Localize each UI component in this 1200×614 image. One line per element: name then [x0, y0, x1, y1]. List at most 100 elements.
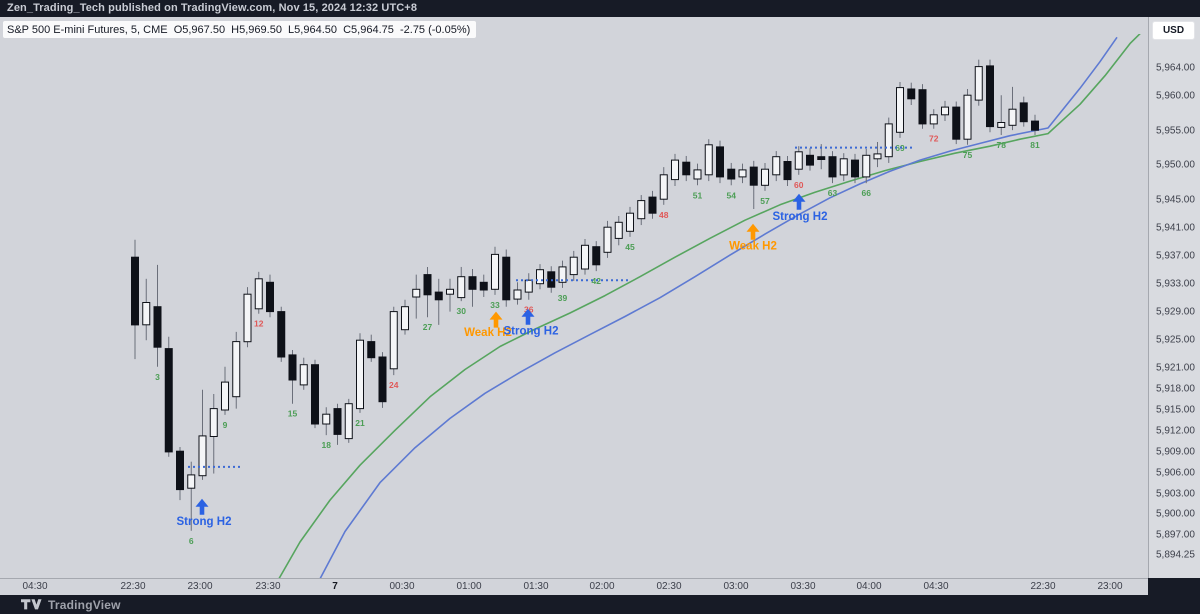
bar-count-label: 15	[288, 409, 298, 419]
bull-candle	[524, 279, 533, 293]
bar-count-label: 27	[423, 322, 433, 332]
legend-text: S&P 500 E-mini Futures, 5, CME O5,967.50…	[7, 23, 471, 36]
bull-candle	[142, 302, 151, 326]
bar-count-label: 75	[963, 150, 973, 160]
tradingview-link[interactable]: TradingView	[21, 598, 121, 612]
bar-count-label: 78	[997, 140, 1007, 150]
symbol-legend: S&P 500 E-mini Futures, 5, CME O5,967.50…	[3, 21, 477, 38]
bear-candle	[153, 306, 162, 348]
price-axis-label: 5,955.00	[1156, 125, 1195, 137]
time-axis-label: 23:00	[1097, 581, 1123, 592]
price-axis-label: 5,960.00	[1156, 90, 1195, 102]
bull-candle	[581, 244, 589, 270]
bear-candle	[468, 276, 477, 290]
bull-candle	[761, 168, 769, 186]
bull-candle	[221, 381, 229, 411]
bear-candle	[423, 274, 432, 296]
bear-candle	[783, 161, 792, 181]
bull-candle	[614, 221, 623, 239]
candlestick-chart: 3691215182124273033363942454851545760636…	[131, 34, 1141, 595]
bull-candle	[389, 311, 398, 370]
bull-candle	[356, 339, 364, 410]
bear-candle	[749, 166, 758, 186]
bar-count-label: 18	[322, 440, 332, 450]
ma-green	[268, 34, 1141, 595]
bear-candle	[907, 88, 916, 100]
tradingview-logo-icon	[21, 599, 42, 610]
h2-arrow-up-icon	[521, 308, 535, 325]
bear-candle	[716, 146, 724, 178]
price-axis-label: 5,903.00	[1156, 488, 1195, 500]
bear-candle	[682, 161, 691, 176]
bear-candle	[311, 364, 319, 425]
price-axis-label: 5,921.00	[1156, 362, 1195, 374]
bear-candle	[817, 156, 826, 160]
bull-candle	[772, 156, 781, 176]
bear-candle	[727, 168, 736, 180]
bear-candle	[1019, 102, 1028, 123]
bull-candle	[626, 212, 634, 232]
bull-candle	[839, 158, 848, 176]
price-axis-label: 5,937.00	[1156, 250, 1195, 262]
bull-candle	[1008, 108, 1017, 126]
bar-count-label: 33	[490, 300, 500, 310]
price-axis-label: 5,929.00	[1156, 306, 1195, 318]
bar-count-label: 9	[223, 420, 228, 430]
time-axis-label: 04:00	[856, 581, 882, 592]
price-axis-label: 5,925.00	[1156, 334, 1195, 346]
bear-candle	[648, 196, 657, 214]
price-axis-label: 5,897.00	[1156, 529, 1195, 541]
time-axis-label: 22:30	[120, 581, 146, 592]
currency-button[interactable]: USD	[1152, 21, 1195, 40]
bear-candle	[378, 356, 387, 403]
bull-candle	[693, 169, 702, 180]
bull-candle	[884, 123, 893, 158]
bear-candle	[479, 281, 488, 291]
price-axis-label: 5,933.00	[1156, 278, 1195, 290]
bear-candle	[1031, 120, 1039, 131]
time-axis-label: 7	[332, 581, 338, 592]
bar-count-label: 51	[693, 190, 703, 200]
price-axis-label: 5,918.00	[1156, 383, 1195, 395]
bull-candle	[513, 289, 522, 300]
bull-candle	[322, 413, 331, 425]
bull-candle	[187, 474, 196, 489]
bear-candle	[502, 256, 511, 301]
bull-candle	[232, 341, 241, 398]
bull-candle	[569, 256, 578, 276]
bear-candle	[277, 311, 286, 358]
bar-count-label: 57	[760, 196, 770, 206]
bar-count-label: 66	[862, 188, 872, 198]
price-axis-label: 5,945.00	[1156, 194, 1195, 206]
bull-candle	[412, 288, 421, 298]
price-axis[interactable]: 5,964.00 5,960.00 5,955.00 5,950.00 5,945.00…	[1148, 17, 1200, 578]
price-axis-label: 5,906.00	[1156, 467, 1195, 479]
bear-candle	[828, 156, 837, 178]
bar-count-label: 60	[794, 180, 804, 190]
time-axis-label: 23:30	[255, 581, 281, 592]
time-axis-label: 23:00	[187, 581, 213, 592]
bull-candle	[446, 288, 454, 295]
bar-count-label: 39	[558, 293, 568, 303]
bar-count-label: 36	[524, 305, 534, 315]
bear-candle	[806, 154, 814, 166]
bear-candle	[266, 281, 274, 313]
price-axis-label: 5,950.00	[1156, 159, 1195, 171]
bear-candle	[131, 256, 139, 326]
bull-candle	[401, 306, 409, 331]
bull-candle	[344, 403, 353, 440]
h2-arrow-up-icon	[195, 498, 209, 515]
bull-candle	[941, 106, 949, 116]
time-axis[interactable]: 04:30 22:30 23:00 23:30 7 00:30 01:00 01:30 02:0…	[0, 578, 1148, 595]
bull-candle	[659, 174, 668, 200]
bear-candle	[367, 341, 376, 359]
bull-candle	[738, 169, 747, 178]
bar-count-label: 45	[625, 242, 635, 252]
bull-candle	[704, 144, 713, 176]
ma-blue	[310, 36, 1118, 595]
chart-pane[interactable]: 3691215182124273033363942454851545760636…	[0, 17, 1148, 595]
h2-arrow-up-icon	[489, 311, 503, 328]
plot-layer: 3691215182124273033363942454851545760636…	[131, 34, 1141, 595]
h2-annotation-label: Strong H2	[504, 326, 559, 338]
bull-candle	[671, 159, 679, 181]
